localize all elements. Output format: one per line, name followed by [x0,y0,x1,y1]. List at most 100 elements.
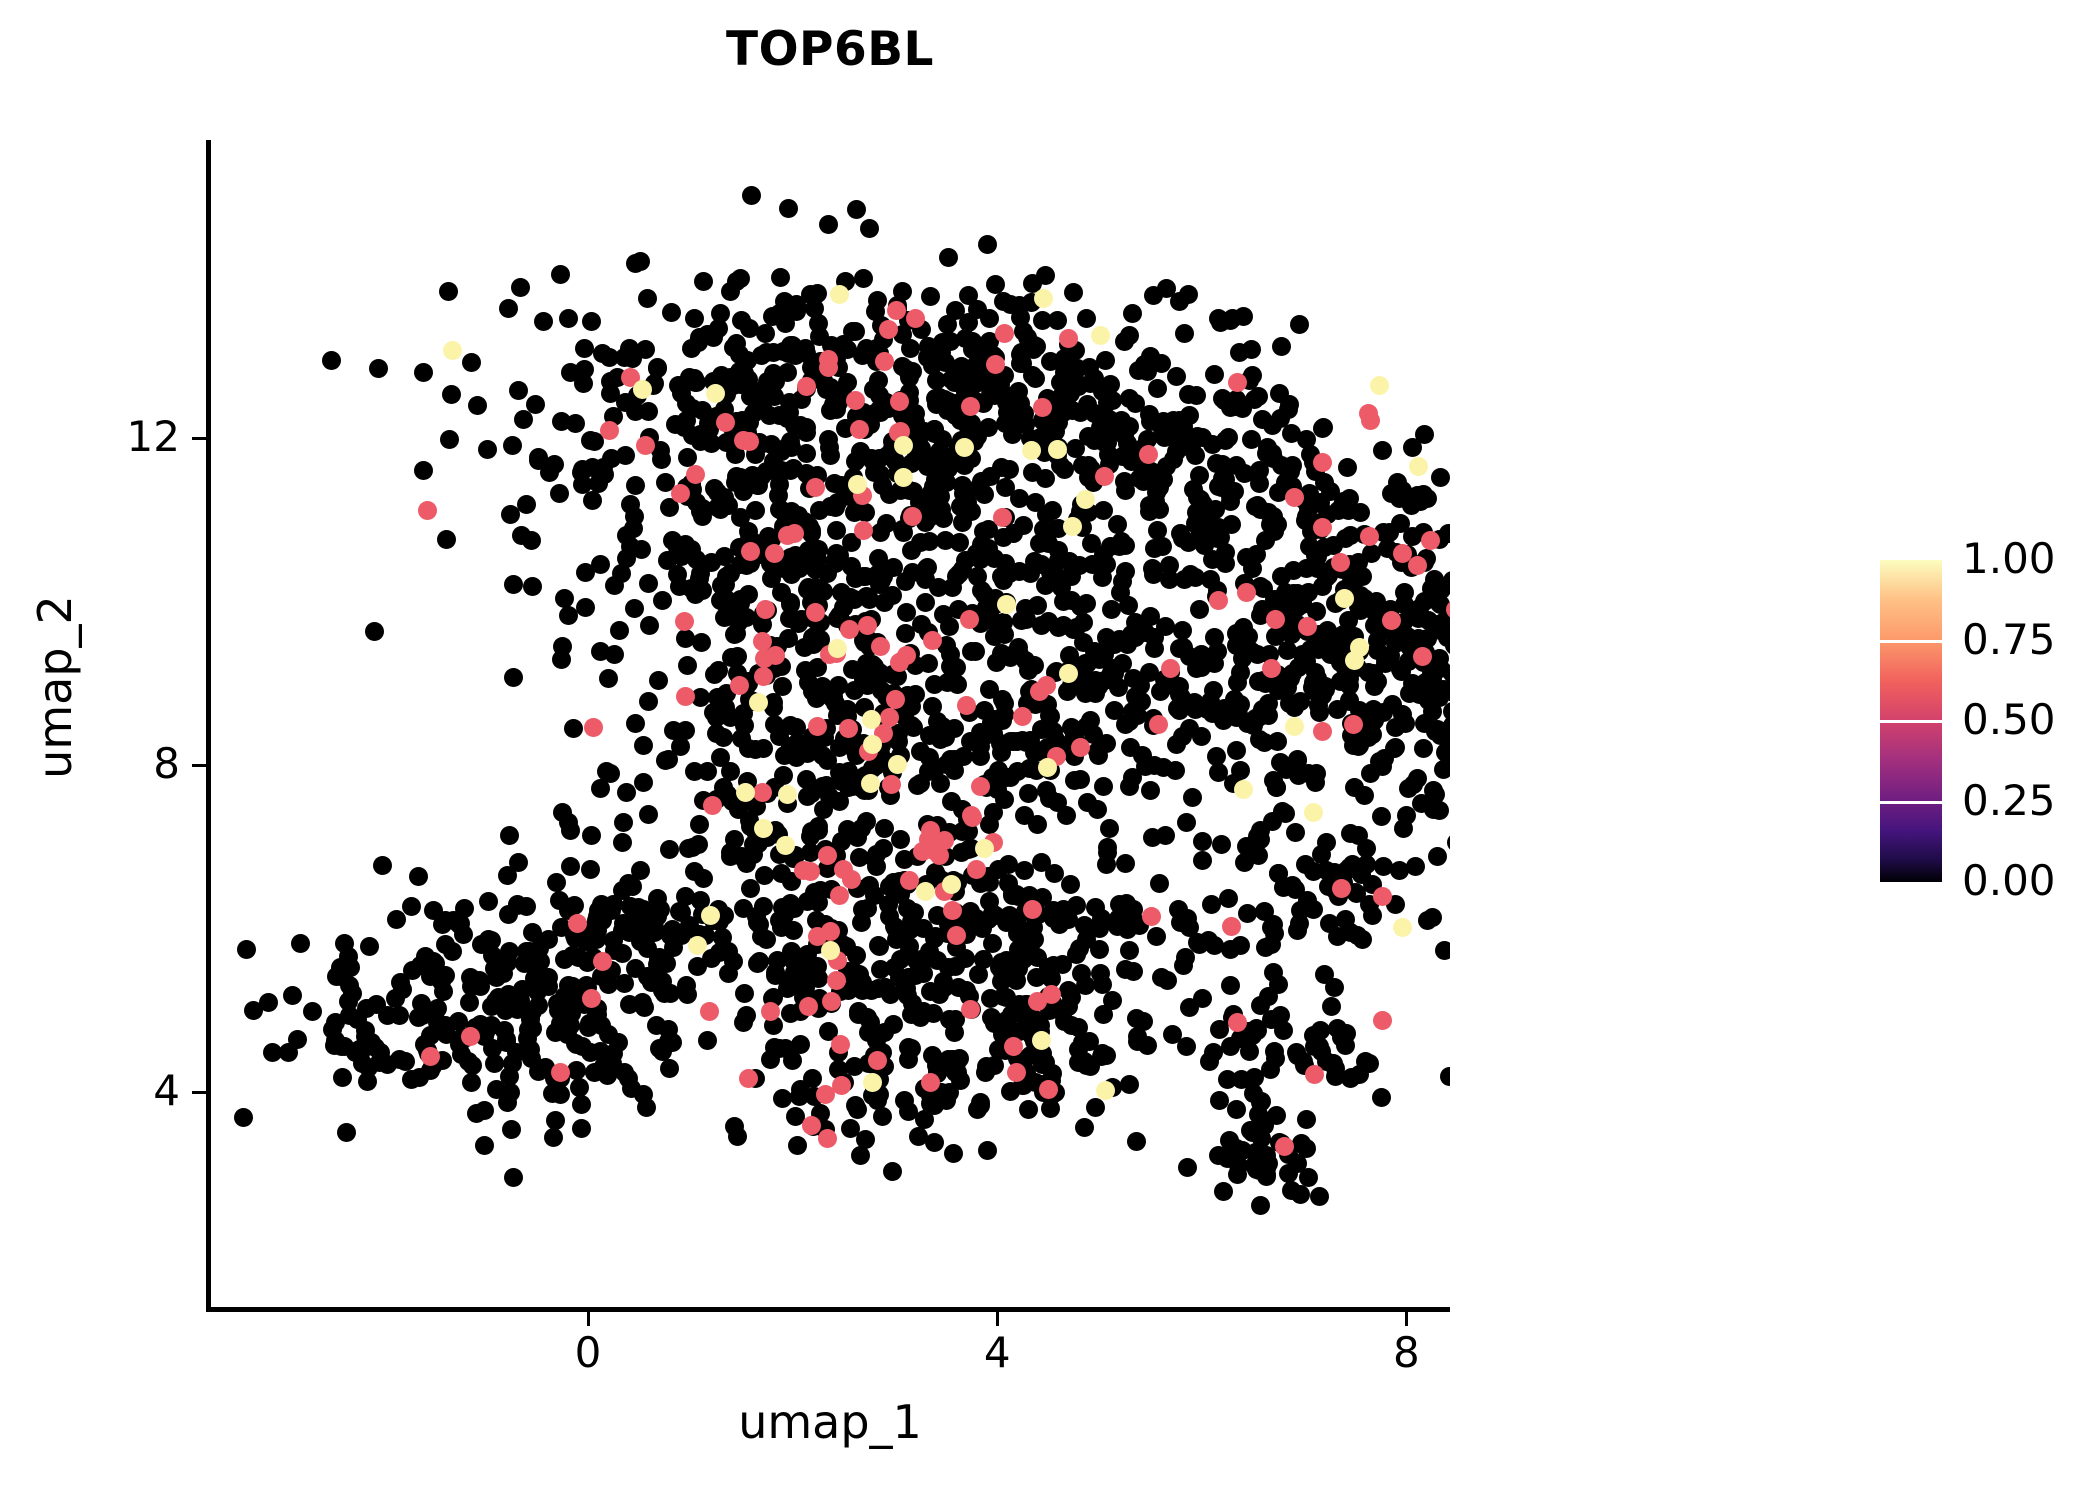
scatter-point [897,899,917,919]
scatter-point [1062,400,1082,420]
scatter-point [637,288,657,308]
scatter-point [675,686,695,706]
scatter-point [420,967,440,987]
scatter-point [847,199,867,219]
scatter-point [1296,1110,1316,1130]
scatter-point [1227,741,1247,761]
scatter-point [626,476,646,496]
scatter-point [778,362,798,382]
x-tick-mark [587,1312,590,1326]
scatter-point [818,751,838,770]
scatter-point [817,775,837,795]
scatter-point [1126,393,1145,413]
scatter-point [1175,323,1195,343]
scatter-point [905,404,925,424]
scatter-point [1173,638,1193,658]
scatter-point [1266,777,1286,797]
scatter-point [774,292,794,312]
scatter-point [647,358,667,378]
scatter-point [1213,1181,1233,1201]
scatter-point [1096,1080,1116,1100]
scatter-point [818,429,838,449]
scatter-point [651,450,671,470]
scatter-point [1107,515,1127,534]
scatter-point [819,215,839,235]
scatter-point [1096,854,1116,874]
scatter-point [993,528,1013,548]
scatter-point [603,931,623,950]
scatter-point [1250,1196,1270,1216]
scatter-point [1354,588,1374,608]
scatter-point [652,590,672,610]
scatter-point [819,349,839,369]
scatter-point [746,501,766,521]
scatter-point [754,866,774,886]
scatter-point [830,285,850,305]
scatter-point [992,507,1012,527]
scatter-point [659,749,679,769]
scatter-point [1149,873,1169,893]
scatter-point [551,1084,571,1104]
scatter-point [393,979,413,999]
scatter-point [501,505,521,525]
scatter-point [596,762,616,782]
scatter-point [561,857,581,877]
scatter-point [1140,780,1160,800]
scatter-point [526,395,546,415]
scatter-point [681,338,701,358]
scatter-point [919,507,939,527]
page-title: TOP6BL [726,22,934,77]
scatter-point [953,513,973,533]
scatter-point [1428,847,1448,867]
scatter-point [864,463,884,483]
scatter-point [755,323,775,343]
scatter-point [985,274,1005,294]
scatter-point [435,910,455,930]
scatter-point [1068,1052,1088,1072]
scatter-point [1248,845,1268,865]
scatter-point [914,1110,934,1130]
scatter-point [559,812,579,832]
scatter-point [1186,446,1205,465]
scatter-point [572,1094,592,1114]
scatter-point [581,1043,600,1062]
scatter-point [686,465,705,485]
x-tick-label: 0 [574,1328,602,1377]
scatter-point [867,857,887,876]
scatter-point [598,669,618,689]
scatter-point [1269,383,1289,403]
scatter-point [1313,453,1333,473]
scatter-point [817,1129,837,1149]
scatter-point [753,897,773,917]
scatter-point [1233,780,1253,800]
scatter-point [1339,488,1359,508]
colorbar-tick-label: 0.00 [1962,856,2056,905]
scatter-point [1226,456,1246,475]
scatter-point [893,436,913,456]
scatter-point [990,734,1010,754]
scatter-point [462,1073,482,1092]
scatter-point [1022,899,1042,919]
scatter-point [885,689,905,709]
scatter-point [1047,310,1067,330]
scatter-point [708,483,728,503]
scatter-point [1283,455,1303,475]
scatter-point [1146,927,1166,947]
scatter-point [1431,468,1450,488]
scatter-point [895,572,915,592]
scatter-point [856,503,876,523]
scatter-point [816,1084,836,1104]
scatter-point [814,800,834,819]
scatter-point [326,1012,346,1032]
scatter-point [980,815,1000,835]
scatter-point [790,416,810,436]
scatter-point [784,523,804,543]
scatter-point [1140,347,1160,367]
scatter-point [986,653,1006,673]
scatter-point [1180,998,1200,1017]
scatter-point [1359,527,1379,547]
scatter-point [853,520,873,540]
scatter-point [960,610,979,630]
scatter-point [1029,682,1049,702]
scatter-point [798,580,817,600]
